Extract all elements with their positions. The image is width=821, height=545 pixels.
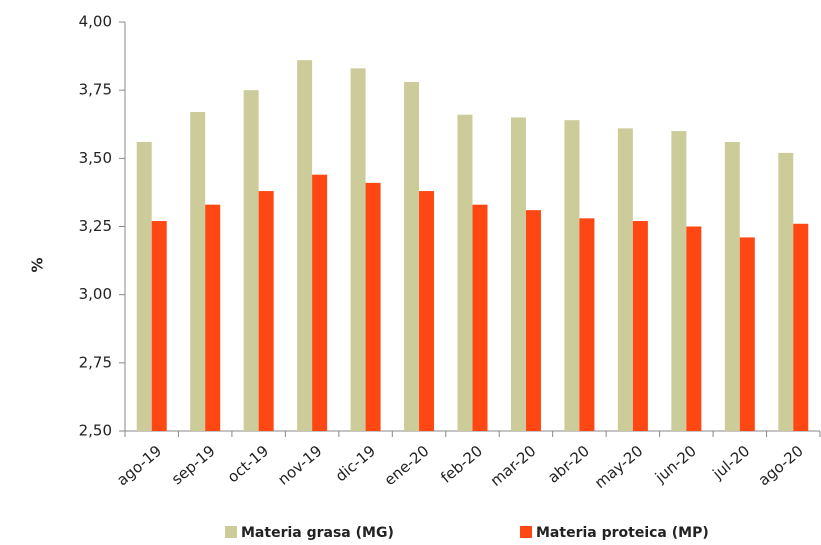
- bar: [312, 174, 328, 431]
- bar: [510, 117, 526, 431]
- x-tick-label: ago-19: [113, 442, 165, 490]
- bar: [258, 191, 274, 431]
- x-tick-label: feb-20: [437, 442, 486, 487]
- bar: [205, 204, 221, 431]
- x-tick-label: oct-19: [224, 442, 272, 487]
- y-tick-label: 3,25: [79, 217, 112, 235]
- legend-label: Materia proteica (MP): [536, 525, 709, 541]
- x-tick-label: ene-20: [381, 442, 433, 490]
- bar: [579, 218, 595, 431]
- bar: [365, 182, 381, 431]
- x-tick-label: abr-20: [544, 442, 593, 487]
- bar: [671, 131, 687, 432]
- bar: [617, 128, 633, 431]
- bar: [739, 237, 755, 431]
- x-tick-label: nov-19: [274, 442, 325, 489]
- y-tick-label: 3,00: [79, 285, 112, 303]
- y-tick-label: 3,75: [79, 81, 112, 99]
- bar: [350, 68, 366, 431]
- x-tick-label: sep-19: [168, 442, 219, 489]
- bar: [243, 90, 259, 432]
- legend-label: Materia grasa (MG): [241, 525, 394, 541]
- legend-swatch: [520, 526, 532, 538]
- bar: [793, 223, 809, 431]
- legend-swatch: [225, 526, 237, 538]
- bar: [457, 114, 473, 431]
- bar: [419, 191, 435, 431]
- bar: [778, 152, 794, 431]
- x-tick-label: jul-20: [708, 442, 753, 484]
- y-axis-label: %: [29, 257, 47, 272]
- bar: [632, 221, 648, 431]
- x-tick-label: dic-19: [332, 442, 379, 486]
- bar: [686, 226, 702, 431]
- bar: [297, 60, 313, 431]
- bar: [404, 81, 420, 431]
- bar: [151, 221, 167, 431]
- y-tick-label: 2,75: [79, 353, 112, 371]
- x-tick-label: may-20: [591, 442, 646, 492]
- bar: [564, 120, 580, 431]
- x-tick-label: jun-20: [651, 442, 700, 487]
- x-tick-label: mar-20: [487, 442, 540, 490]
- y-tick-label: 3,50: [79, 149, 112, 167]
- bar: [136, 141, 152, 431]
- y-tick-label: 4,00: [79, 13, 112, 31]
- y-tick-label: 2,50: [79, 422, 112, 440]
- bar: [724, 141, 740, 431]
- x-tick-label: ago-20: [755, 442, 807, 490]
- bar: [525, 210, 541, 431]
- bar: [472, 204, 488, 431]
- bar: [190, 111, 206, 431]
